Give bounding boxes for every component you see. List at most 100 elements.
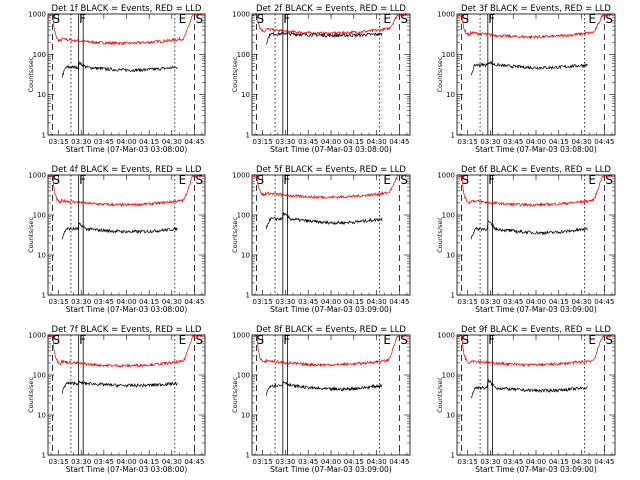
x-tick-label: 03:30 [480, 138, 500, 146]
x-tick-label: 04:30 [366, 458, 386, 466]
x-tick-label: 03:30 [71, 458, 91, 466]
panel-title: Det 8f BLACK = Events, RED = LLD [256, 325, 406, 335]
y-tick-label: 100 [237, 372, 250, 380]
event-marker-s: S [462, 12, 470, 26]
lld-series-line [457, 14, 612, 40]
event-marker-e: E [588, 12, 596, 26]
x-tick-label: 03:30 [71, 298, 91, 306]
x-tick-label: 03:30 [275, 458, 295, 466]
y-tick-label: 100 [33, 51, 46, 59]
x-tick-label: 04:00 [526, 138, 546, 146]
events-series-line [61, 61, 178, 78]
x-tick-label: 04:30 [571, 458, 591, 466]
x-tick-label: 03:15 [458, 298, 478, 306]
x-tick-label: 03:45 [503, 298, 523, 306]
event-marker-e: E [383, 333, 391, 347]
x-tick-label: 03:45 [298, 298, 318, 306]
event-marker-s: S [605, 173, 613, 187]
y-tick-label: 1 [451, 292, 455, 300]
y-tick-label: 1 [246, 452, 250, 460]
x-tick-label: 03:30 [275, 138, 295, 146]
x-tick-label: 04:00 [116, 298, 136, 306]
event-marker-s: S [462, 333, 470, 347]
x-axis-label: Start Time (07-Mar-03 03:09:00) [475, 465, 597, 474]
x-tick-label: 04:00 [116, 138, 136, 146]
event-marker-e: E [179, 12, 187, 26]
event-marker-f: F [283, 333, 290, 347]
event-marker-e: E [179, 173, 187, 187]
x-tick-label: 04:45 [594, 298, 614, 306]
x-tick-label: 03:15 [458, 138, 478, 146]
panel-det-4: Det 4f BLACK = Events, RED = LLD 1 10 100 10… [27, 165, 206, 314]
y-axis-label: Counts/sec [27, 377, 35, 413]
x-tick-label: 04:00 [116, 458, 136, 466]
x-tick-label: 04:45 [389, 458, 409, 466]
panel-title: Det 2f BLACK = Events, RED = LLD [256, 4, 406, 14]
y-tick-label: 100 [237, 212, 250, 220]
event-marker-s: S [400, 12, 408, 26]
events-series-line [61, 380, 178, 394]
x-tick-label: 04:15 [139, 138, 159, 146]
y-axis-label: Counts/sec [27, 56, 35, 92]
event-marker-s: S [605, 12, 613, 26]
event-marker-s: S [257, 333, 265, 347]
y-tick-label: 1 [451, 452, 455, 460]
y-tick-label: 1 [42, 292, 46, 300]
plot-frame [47, 13, 206, 136]
events-series-line [266, 212, 383, 230]
y-tick-label: 10 [37, 91, 46, 99]
panel-det-3: Det 3f BLACK = Events, RED = LLD 1 10 100 10… [436, 4, 616, 154]
y-axis-label: Counts/sec [436, 217, 444, 253]
x-tick-label: 03:15 [458, 458, 478, 466]
y-tick-label: 1 [42, 132, 46, 140]
y-tick-label: 1000 [437, 172, 455, 180]
x-tick-label: 04:00 [526, 298, 546, 306]
y-tick-label: 1000 [28, 332, 46, 340]
y-tick-label: 10 [241, 252, 250, 260]
events-series-line [471, 220, 588, 240]
event-marker-f: F [79, 12, 86, 26]
event-marker-f: F [488, 333, 495, 347]
y-tick-label: 1000 [232, 172, 250, 180]
x-tick-label: 04:45 [594, 138, 614, 146]
panel-det-9: Det 9f BLACK = Events, RED = LLD 1 10 100 10… [436, 325, 616, 474]
x-tick-label: 04:15 [139, 298, 159, 306]
x-tick-label: 04:15 [139, 458, 159, 466]
event-marker-s: S [53, 333, 61, 347]
y-tick-label: 100 [237, 51, 250, 59]
x-axis-label: Start Time (07-Mar-03 03:08:00) [66, 145, 188, 154]
event-marker-s: S [400, 173, 408, 187]
y-axis-label: Counts/sec [231, 56, 239, 92]
plot-frame [47, 174, 206, 296]
y-tick-label: 1000 [232, 11, 250, 19]
lld-series-line [48, 175, 202, 208]
event-marker-f: F [488, 12, 495, 26]
x-tick-label: 04:30 [571, 298, 591, 306]
x-tick-label: 03:15 [48, 458, 68, 466]
event-marker-s: S [195, 173, 203, 187]
event-marker-e: E [383, 173, 391, 187]
event-marker-s: S [195, 12, 203, 26]
event-marker-s: S [53, 173, 61, 187]
y-axis-label: Counts/sec [27, 217, 35, 253]
lld-series-line [457, 175, 612, 208]
event-marker-s: S [462, 173, 470, 187]
x-tick-label: 03:45 [503, 458, 523, 466]
panel-title: Det 1f BLACK = Events, RED = LLD [52, 4, 202, 14]
event-marker-s: S [400, 333, 408, 347]
plot-frame [456, 13, 616, 136]
event-marker-e: E [588, 333, 596, 347]
panel-det-8: Det 8f BLACK = Events, RED = LLD 1 10 100 10… [231, 325, 411, 474]
x-tick-label: 04:30 [366, 298, 386, 306]
y-tick-label: 10 [446, 91, 455, 99]
x-tick-label: 04:15 [549, 138, 569, 146]
y-tick-label: 100 [442, 212, 455, 220]
event-marker-f: F [79, 173, 86, 187]
panel-title: Det 4f BLACK = Events, RED = LLD [52, 165, 202, 175]
y-tick-label: 1000 [437, 11, 455, 19]
y-tick-label: 100 [33, 212, 46, 220]
y-tick-label: 10 [446, 252, 455, 260]
x-tick-label: 04:15 [344, 298, 364, 306]
y-tick-label: 100 [442, 372, 455, 380]
